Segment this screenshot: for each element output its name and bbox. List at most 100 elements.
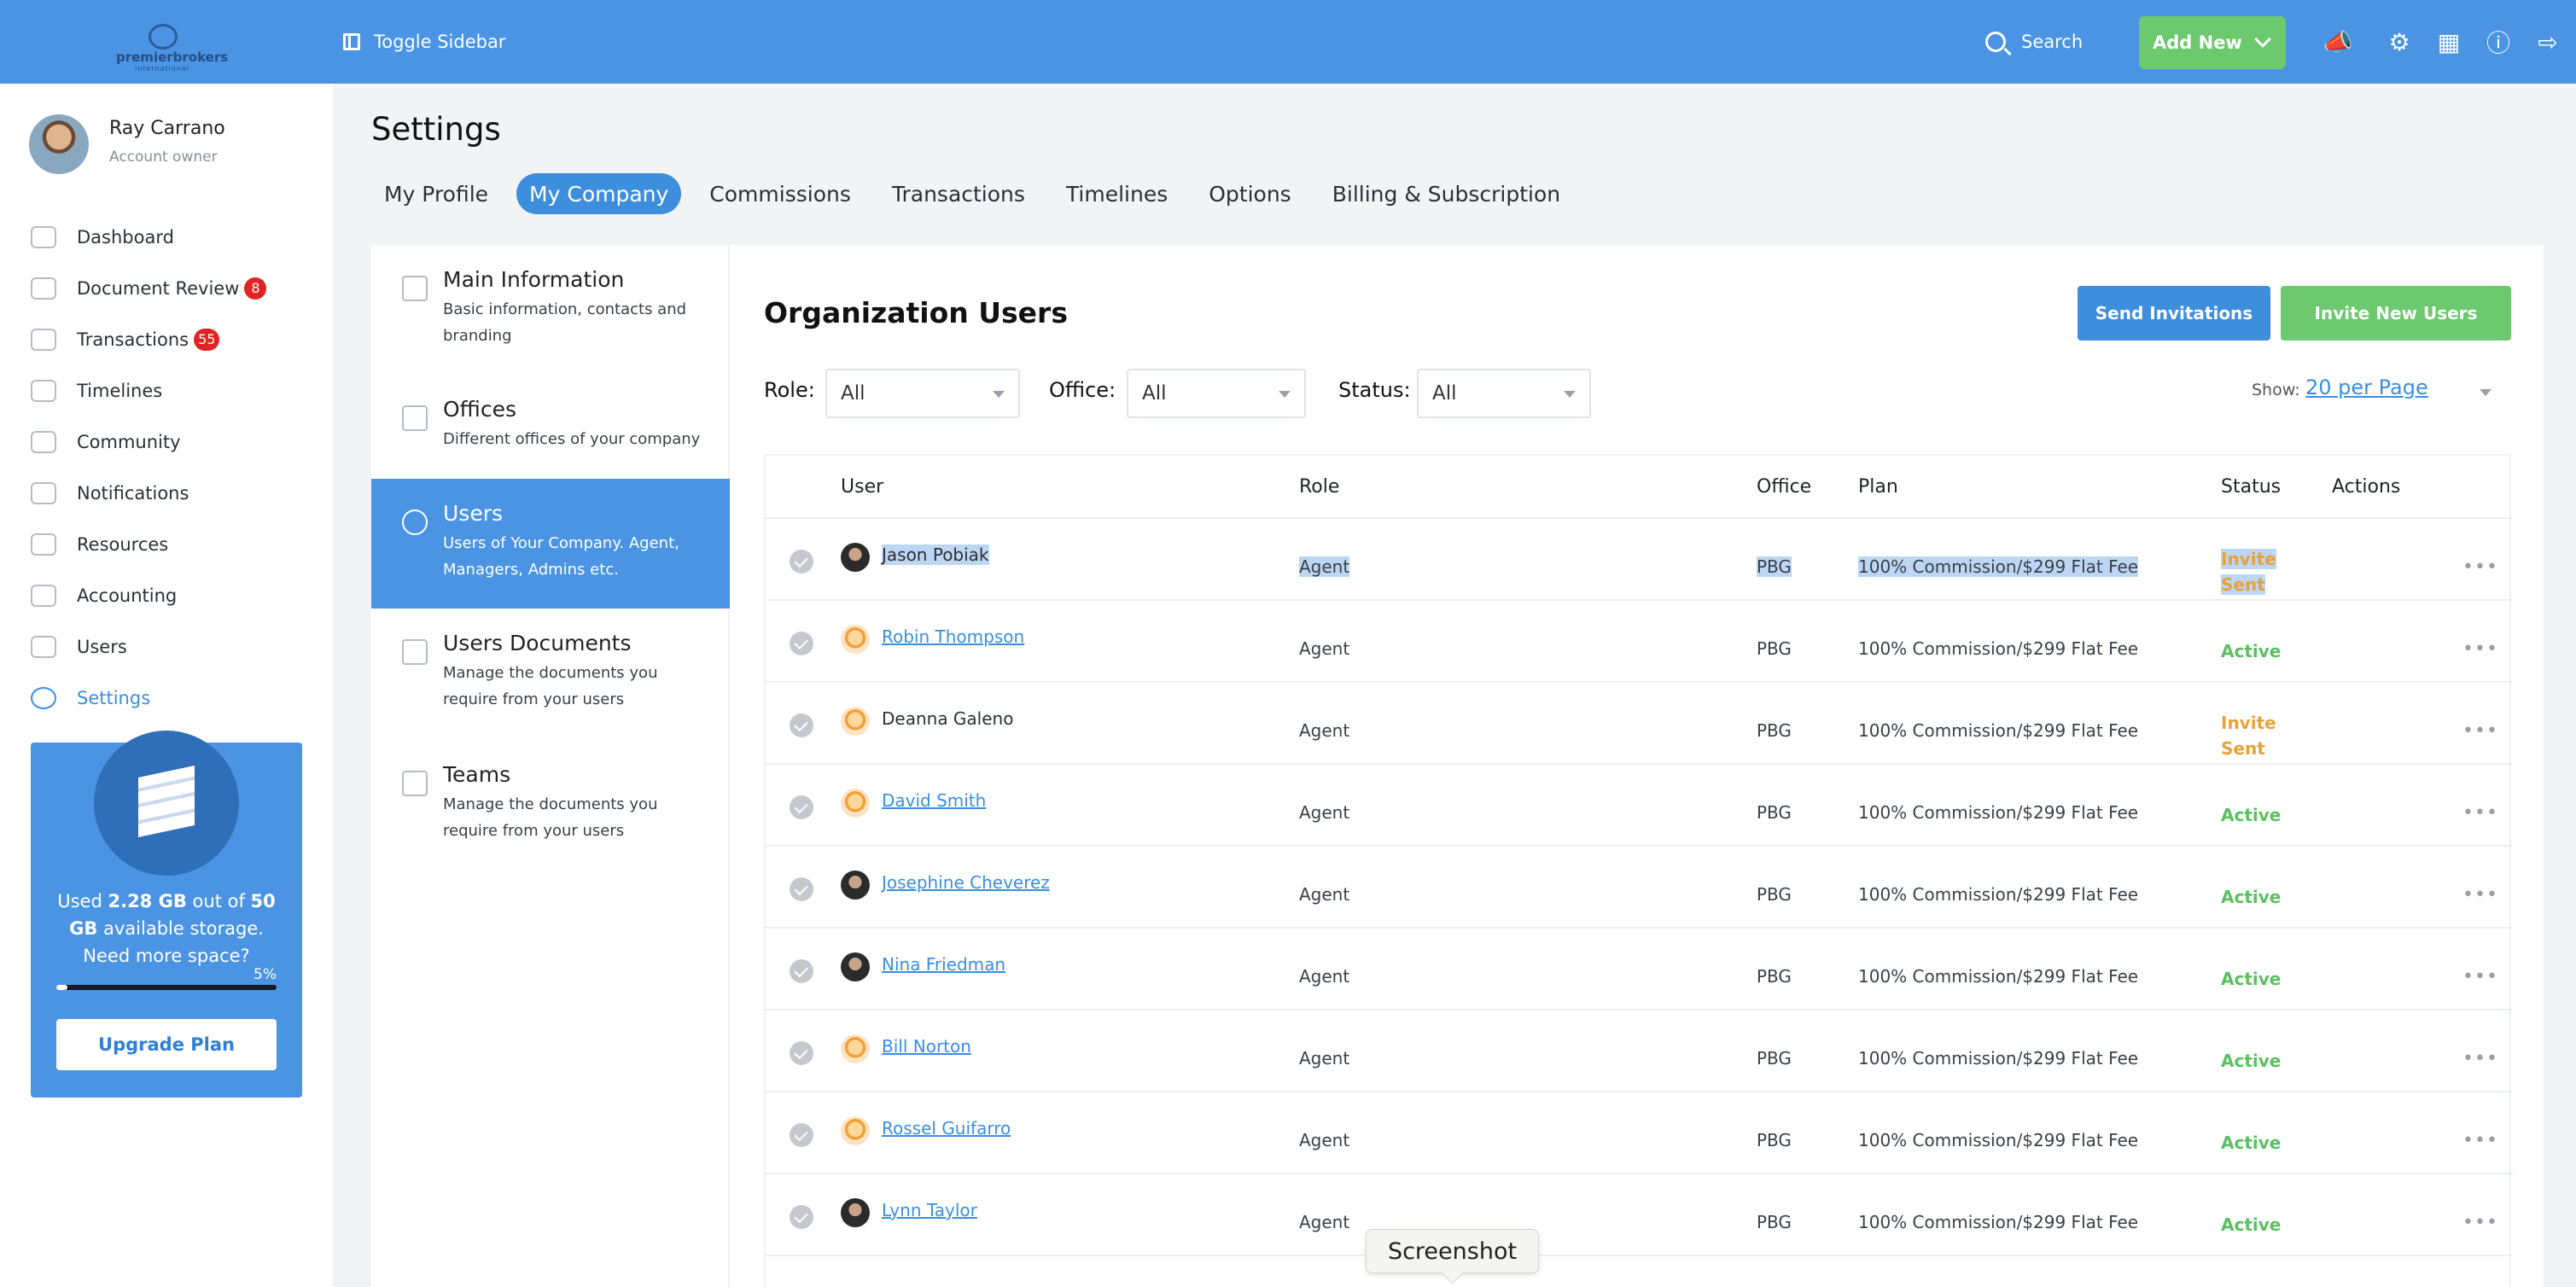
logout-icon[interactable]: ⇨	[2538, 27, 2558, 56]
subnav-title: Users Documents	[443, 631, 632, 655]
row-checkbox[interactable]	[790, 877, 813, 901]
avatar[interactable]	[29, 114, 89, 174]
user-name-cell: Deanna Galeno	[882, 708, 1014, 729]
table-row: Rossel Guifarro Agent PBG 100% Commissio…	[766, 1092, 2513, 1174]
subnav-users-documents[interactable]: Users Documents Manage the documents you…	[371, 609, 730, 738]
sidebar-item-label: Document Review	[77, 278, 240, 299]
page-size-select[interactable]: 20 per Page	[2305, 376, 2428, 399]
sidebar-item-document-review[interactable]: Document Review 8	[0, 263, 333, 314]
plan-cell: 100% Commission/$299 Flat Fee	[1858, 802, 2139, 823]
status-filter-select[interactable]: All	[1417, 369, 1591, 418]
sidebar-toggle-icon	[343, 33, 360, 50]
status-badge: Active	[2221, 887, 2282, 907]
toggle-sidebar-button[interactable]: Toggle Sidebar	[343, 29, 505, 55]
row-checkbox[interactable]	[790, 795, 813, 819]
calculator-icon[interactable]: ▦	[2437, 27, 2461, 56]
row-actions-menu[interactable]: •••	[2462, 638, 2498, 660]
user-name-link[interactable]: Josephine Cheverez	[882, 872, 1050, 893]
sidebar-item-timelines[interactable]: Timelines	[0, 365, 333, 416]
caret-down-icon	[1564, 391, 1576, 398]
office-filter-select[interactable]: All	[1127, 369, 1306, 418]
column-header-status[interactable]: Status	[2221, 476, 2282, 498]
user-name-link[interactable]: David Smith	[882, 790, 987, 811]
plan-cell: 100% Commission/$299 Flat Fee	[1858, 556, 2139, 577]
tab-options[interactable]: Options	[1209, 181, 1291, 207]
sidebar-item-community[interactable]: Community	[0, 416, 333, 468]
sidebar-item-dashboard[interactable]: Dashboard	[0, 212, 333, 263]
user-icon	[31, 636, 56, 658]
column-header-office[interactable]: Office	[1757, 476, 1812, 498]
user-name-link[interactable]: Nina Friedman	[882, 954, 1006, 975]
role-cell: Agent	[1299, 1048, 1350, 1069]
subnav-desc: Manage the documents you require from yo…	[443, 664, 658, 708]
timeline-icon	[31, 380, 56, 402]
user-name-link[interactable]: Rossel Guifarro	[882, 1118, 1011, 1138]
user-name-link[interactable]: Lynn Taylor	[882, 1200, 977, 1220]
row-actions-menu[interactable]: •••	[2462, 720, 2498, 742]
sidebar-item-users[interactable]: Users	[0, 621, 333, 673]
chevron-down-icon	[2254, 31, 2271, 48]
subnav-main-information[interactable]: Main Information Basic information, cont…	[371, 245, 730, 375]
invite-new-users-button[interactable]: Invite New Users	[2281, 286, 2511, 341]
tab-my-company[interactable]: My Company	[516, 173, 682, 214]
tab-billing-subscription[interactable]: Billing & Subscription	[1332, 181, 1561, 207]
sidebar-item-settings[interactable]: Settings	[0, 673, 333, 724]
row-checkbox[interactable]	[790, 713, 813, 737]
row-actions-menu[interactable]: •••	[2462, 1130, 2498, 1151]
row-checkbox[interactable]	[790, 1041, 813, 1065]
tab-my-profile[interactable]: My Profile	[384, 181, 489, 207]
avatar	[841, 543, 870, 572]
help-icon[interactable]: ⓘ	[2486, 29, 2510, 57]
company-logo[interactable]: premierbrokers international	[111, 20, 228, 73]
user-role: Account owner	[109, 148, 218, 166]
user-name-link[interactable]: Bill Norton	[882, 1036, 971, 1057]
subnav-users[interactable]: Users Users of Your Company. Agent, Mana…	[371, 479, 730, 609]
row-actions-menu[interactable]: •••	[2462, 1048, 2498, 1069]
screenshot-tooltip: Screenshot	[1366, 1229, 1539, 1273]
sidebar-item-notifications[interactable]: Notifications	[0, 468, 333, 519]
row-actions-menu[interactable]: •••	[2462, 556, 2498, 578]
tab-timelines[interactable]: Timelines	[1065, 181, 1169, 207]
row-actions-menu[interactable]: •••	[2462, 802, 2498, 824]
send-invitations-button[interactable]: Send Invitations	[2078, 286, 2270, 341]
settings-tabs: My Profile My Company Commissions Transa…	[371, 173, 1588, 214]
search-button[interactable]: Search	[1985, 26, 2083, 58]
building-icon	[402, 276, 428, 301]
row-actions-menu[interactable]: •••	[2462, 1212, 2498, 1233]
column-header-role[interactable]: Role	[1299, 476, 1340, 498]
settings-icon	[31, 687, 56, 709]
row-checkbox[interactable]	[790, 632, 813, 655]
upgrade-plan-button[interactable]: Upgrade Plan	[56, 1019, 277, 1070]
megaphone-icon[interactable]: 📣	[2322, 27, 2353, 56]
logo-mark	[149, 24, 178, 50]
user-document-icon	[402, 639, 428, 665]
row-checkbox[interactable]	[790, 1123, 813, 1147]
gear-icon[interactable]: ⚙	[2388, 27, 2410, 56]
role-filter-label: Role:	[764, 378, 815, 402]
caret-down-icon[interactable]	[2480, 389, 2491, 396]
status-badge: Invite Sent	[2221, 549, 2276, 595]
subnav-offices[interactable]: Offices Different offices of your compan…	[371, 375, 730, 504]
sidebar-item-resources[interactable]: Resources	[0, 519, 333, 570]
sidebar-item-accounting[interactable]: Accounting	[0, 570, 333, 621]
row-actions-menu[interactable]: •••	[2462, 884, 2498, 906]
table-row: Jason Pobiak Agent PBG 100% Commission/$…	[766, 519, 2513, 601]
row-checkbox[interactable]	[790, 959, 813, 983]
office-cell: PBG	[1757, 1130, 1792, 1150]
office-cell: PBG	[1757, 884, 1792, 905]
row-checkbox[interactable]	[790, 550, 813, 574]
tab-commissions[interactable]: Commissions	[709, 181, 851, 207]
table-row: Robin Thompson Agent PBG 100% Commission…	[766, 601, 2513, 683]
table-row: Lynn Taylor Agent PBG 100% Commission/$2…	[766, 1174, 2513, 1256]
role-filter-select[interactable]: All	[825, 369, 1020, 418]
add-new-button[interactable]: Add New	[2139, 16, 2286, 69]
tab-transactions[interactable]: Transactions	[891, 181, 1025, 207]
subnav-teams[interactable]: Teams Manage the documents you require f…	[371, 740, 730, 870]
row-checkbox[interactable]	[790, 1205, 813, 1229]
column-header-user[interactable]: User	[841, 476, 884, 498]
storage-text: Used 2.28 GB out of 50 GB available stor…	[57, 891, 276, 966]
sidebar-item-transactions[interactable]: Transactions 55	[0, 314, 333, 365]
user-name-link[interactable]: Robin Thompson	[882, 626, 1025, 647]
row-actions-menu[interactable]: •••	[2462, 966, 2498, 987]
column-header-plan[interactable]: Plan	[1858, 476, 1898, 498]
